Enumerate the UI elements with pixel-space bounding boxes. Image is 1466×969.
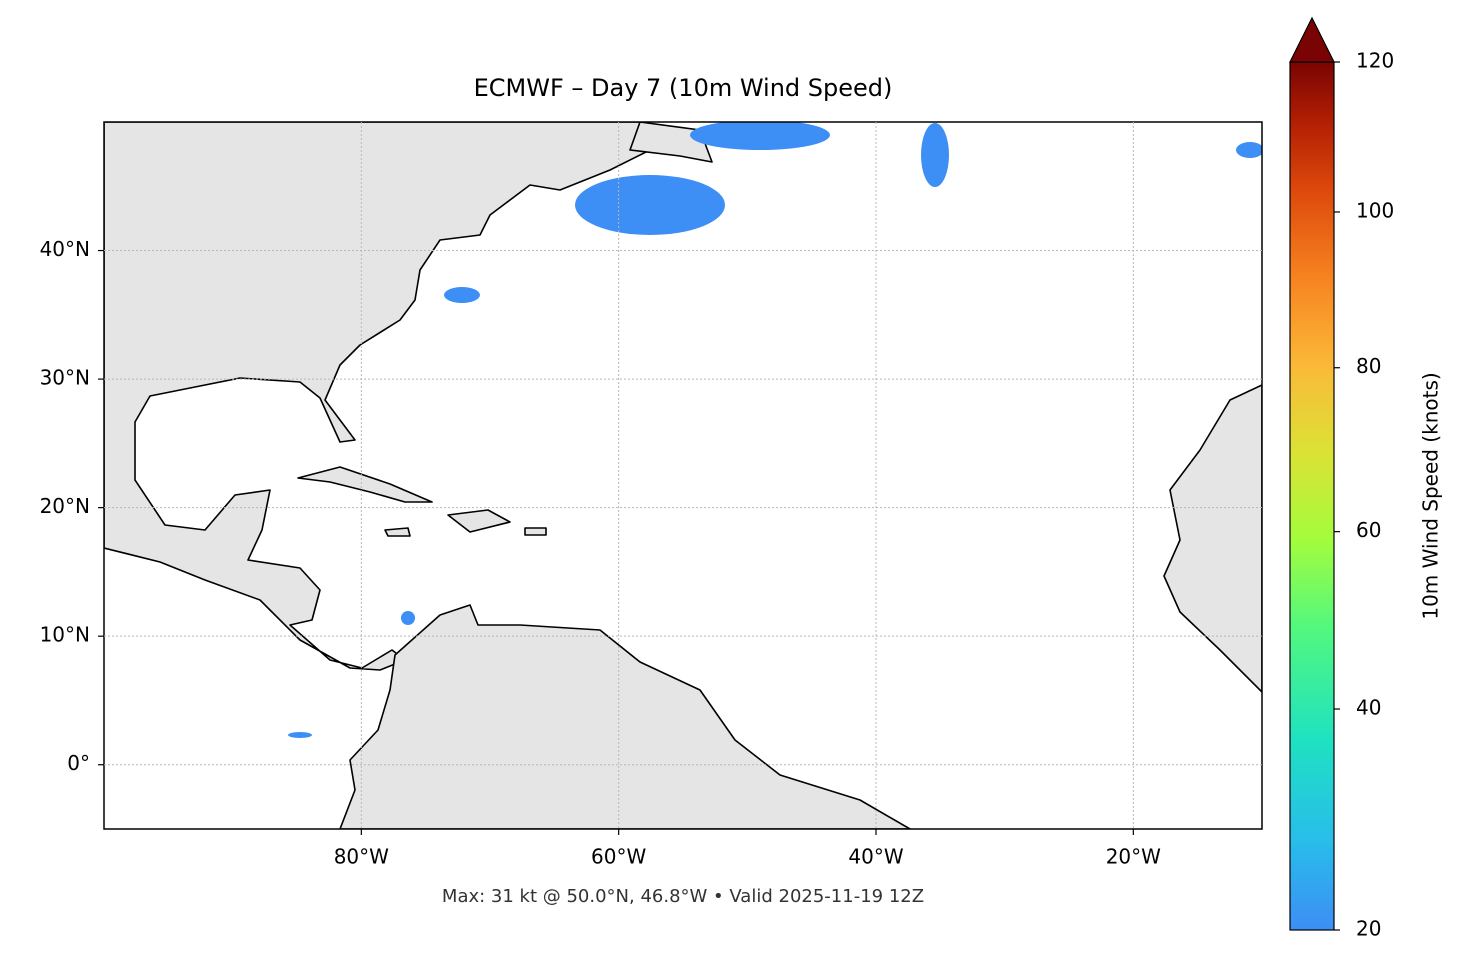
puerto-rico [524, 527, 547, 536]
y-tick-label: 20°N [40, 494, 90, 518]
y-tick-label: 10°N [40, 623, 90, 647]
annotation: Max: 31 kt @ 50.0°N, 46.8°W • Valid 2025… [442, 886, 924, 907]
x-tick-label: 40°W [848, 845, 903, 869]
jamaica [384, 527, 411, 537]
map-area [104, 122, 1262, 829]
x-tick-label: 20°W [1106, 845, 1161, 869]
wind-patch [575, 175, 725, 235]
y-tick-label: 0° [67, 751, 90, 775]
wind-patch [288, 732, 312, 738]
cuba [297, 466, 433, 503]
wind-patch [921, 123, 949, 187]
colorbar [1289, 61, 1335, 931]
colorbar-label: 10m Wind Speed (knots) [1419, 372, 1443, 619]
wind-patch [401, 611, 415, 625]
colorbar-tick-label: 60 [1356, 518, 1381, 542]
colorbar-tick-label: 80 [1356, 354, 1381, 378]
hispaniola [447, 509, 511, 533]
africa [1163, 384, 1262, 693]
y-tick-label: 30°N [40, 366, 90, 390]
x-tick-label: 60°W [591, 845, 646, 869]
y-tick-label: 40°N [40, 237, 90, 261]
colorbar-tick-label: 100 [1356, 198, 1394, 222]
wind-patch [690, 122, 830, 150]
colorbar-tick-label: 120 [1356, 49, 1394, 73]
colorbar-extend [1289, 16, 1335, 63]
colorbar-tick-label: 20 [1356, 917, 1381, 941]
north-central-america [104, 122, 651, 671]
chart-title: ECMWF – Day 7 (10m Wind Speed) [474, 74, 893, 102]
x-tick-label: 80°W [334, 845, 389, 869]
colorbar-tick-label: 40 [1356, 695, 1381, 719]
wind-patch [1236, 142, 1262, 158]
wind-patch [444, 287, 480, 303]
south-america [339, 604, 911, 829]
plot-frame [103, 121, 1263, 830]
